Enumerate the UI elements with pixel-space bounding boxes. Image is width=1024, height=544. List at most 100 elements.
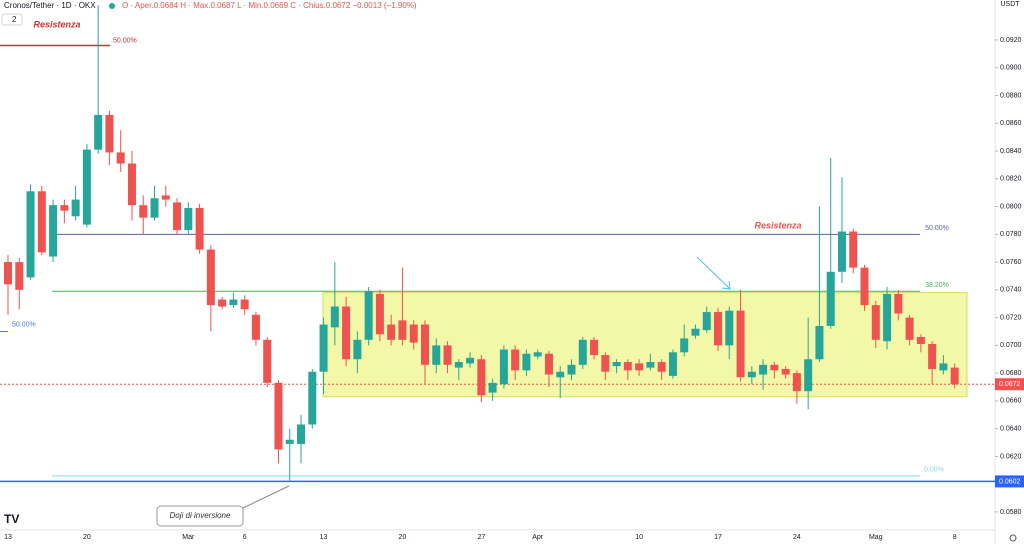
candle-body	[770, 364, 779, 371]
candle-body	[894, 294, 903, 314]
candle-body	[883, 294, 892, 342]
candle-body	[578, 339, 587, 365]
y-tick-label: 0.0800	[1000, 203, 1022, 210]
candle-body	[49, 205, 58, 257]
y-tick-label: 0.0920	[1000, 37, 1022, 44]
candle-body	[601, 355, 610, 372]
candle-body	[330, 306, 339, 328]
candle-body	[409, 324, 418, 343]
candle-body	[928, 343, 937, 369]
candle-body	[612, 362, 621, 367]
x-tick-label: 13	[320, 534, 328, 541]
candle-body	[353, 339, 362, 360]
candle-body	[240, 299, 249, 310]
status-dot	[109, 3, 115, 9]
y-tick-label: 0.0900	[1000, 65, 1022, 72]
arrow	[696, 256, 731, 290]
candle-body	[274, 382, 283, 450]
candle-body	[691, 328, 700, 336]
candle-body	[184, 207, 193, 231]
x-tick-label: 8	[953, 534, 957, 541]
level-label: 50.00%	[925, 225, 949, 232]
candle-body	[285, 439, 294, 444]
candle-body	[263, 339, 272, 383]
x-tick-label: 13	[4, 534, 12, 541]
plot: 50.00% 50.00% 38.20% 0.00% 50.00%	[0, 5, 995, 483]
x-tick-label: 10	[635, 534, 643, 541]
candle-body	[714, 312, 723, 346]
candle-body	[849, 231, 858, 268]
level-label: 0.00%	[924, 467, 944, 474]
candle-body	[916, 337, 925, 344]
candle-body	[871, 305, 880, 340]
candle-body	[218, 299, 227, 307]
candle-body	[94, 114, 103, 150]
x-tick-label: 27	[477, 534, 485, 541]
x-tick-label: 24	[793, 534, 801, 541]
y-tick-label: 0.0580	[1000, 509, 1022, 516]
x-tick-label: Apr	[532, 534, 544, 541]
y-tick-label: 0.0720	[1000, 314, 1022, 321]
candle-body	[635, 363, 644, 371]
x-tick-label: Mar	[182, 534, 195, 541]
y-tick-label: 0.0620	[1000, 453, 1022, 460]
candle-body	[4, 262, 12, 285]
callout-text: Doji di inversione	[170, 511, 231, 520]
x-tick-label: Mag	[869, 534, 883, 541]
candle-body	[116, 152, 125, 164]
candle-body	[150, 198, 159, 218]
candle-body	[680, 338, 689, 353]
candle-body	[747, 371, 756, 378]
candle-body	[398, 320, 407, 340]
candle-body	[939, 363, 948, 371]
candle-body	[443, 345, 452, 365]
candle-body	[229, 299, 238, 306]
support-tag	[995, 475, 1024, 488]
candle-body	[792, 373, 801, 392]
candle-body	[173, 202, 182, 231]
candle-body	[432, 345, 441, 365]
y-tick-label: 0.0820	[1000, 176, 1022, 183]
candle-body	[905, 317, 914, 340]
x-tick-label: 17	[714, 534, 722, 541]
candle-body	[657, 362, 666, 372]
candle-body	[139, 205, 148, 218]
y-tick-label: 0.0680	[1000, 370, 1022, 377]
candle-body	[26, 191, 35, 278]
candle-body	[420, 324, 429, 365]
callout-line	[242, 485, 290, 509]
candle-body	[71, 199, 80, 217]
candle-body	[364, 291, 373, 340]
y-tick-label: 0.0740	[1000, 287, 1022, 294]
logo: TV	[4, 512, 19, 526]
annotation: Resistenza	[33, 19, 80, 29]
candle-body	[533, 352, 542, 357]
candle-body	[161, 195, 170, 200]
y-tick-label: 0.0860	[1000, 120, 1022, 127]
candle-body	[668, 352, 677, 376]
toggle-count[interactable]: 2	[12, 15, 17, 24]
y-tick-label: 0.0880	[1000, 92, 1022, 99]
toggle[interactable]	[1, 13, 23, 26]
y-tick-label: 0.0640	[1000, 426, 1022, 433]
candle-body	[60, 205, 69, 211]
candle-body	[499, 349, 508, 385]
y-tick-label: 0.0700	[1000, 342, 1022, 349]
y-unit: USDT	[1000, 1, 1020, 8]
candle-body	[105, 114, 114, 153]
candle-body	[466, 357, 475, 364]
candle-body	[251, 314, 260, 340]
candle-body	[804, 359, 813, 392]
candle-body	[544, 353, 553, 375]
level-label: 50.00%	[12, 321, 36, 328]
settings[interactable]	[1009, 534, 1017, 542]
candle-body	[82, 149, 91, 225]
candle-body	[127, 163, 136, 206]
candle-body	[477, 359, 486, 396]
candle-body	[860, 267, 869, 306]
candle-body	[725, 310, 734, 346]
x-tick-label: 20	[399, 534, 407, 541]
y-tick-label: 0.0840	[1000, 148, 1022, 155]
candle-body	[37, 191, 46, 253]
